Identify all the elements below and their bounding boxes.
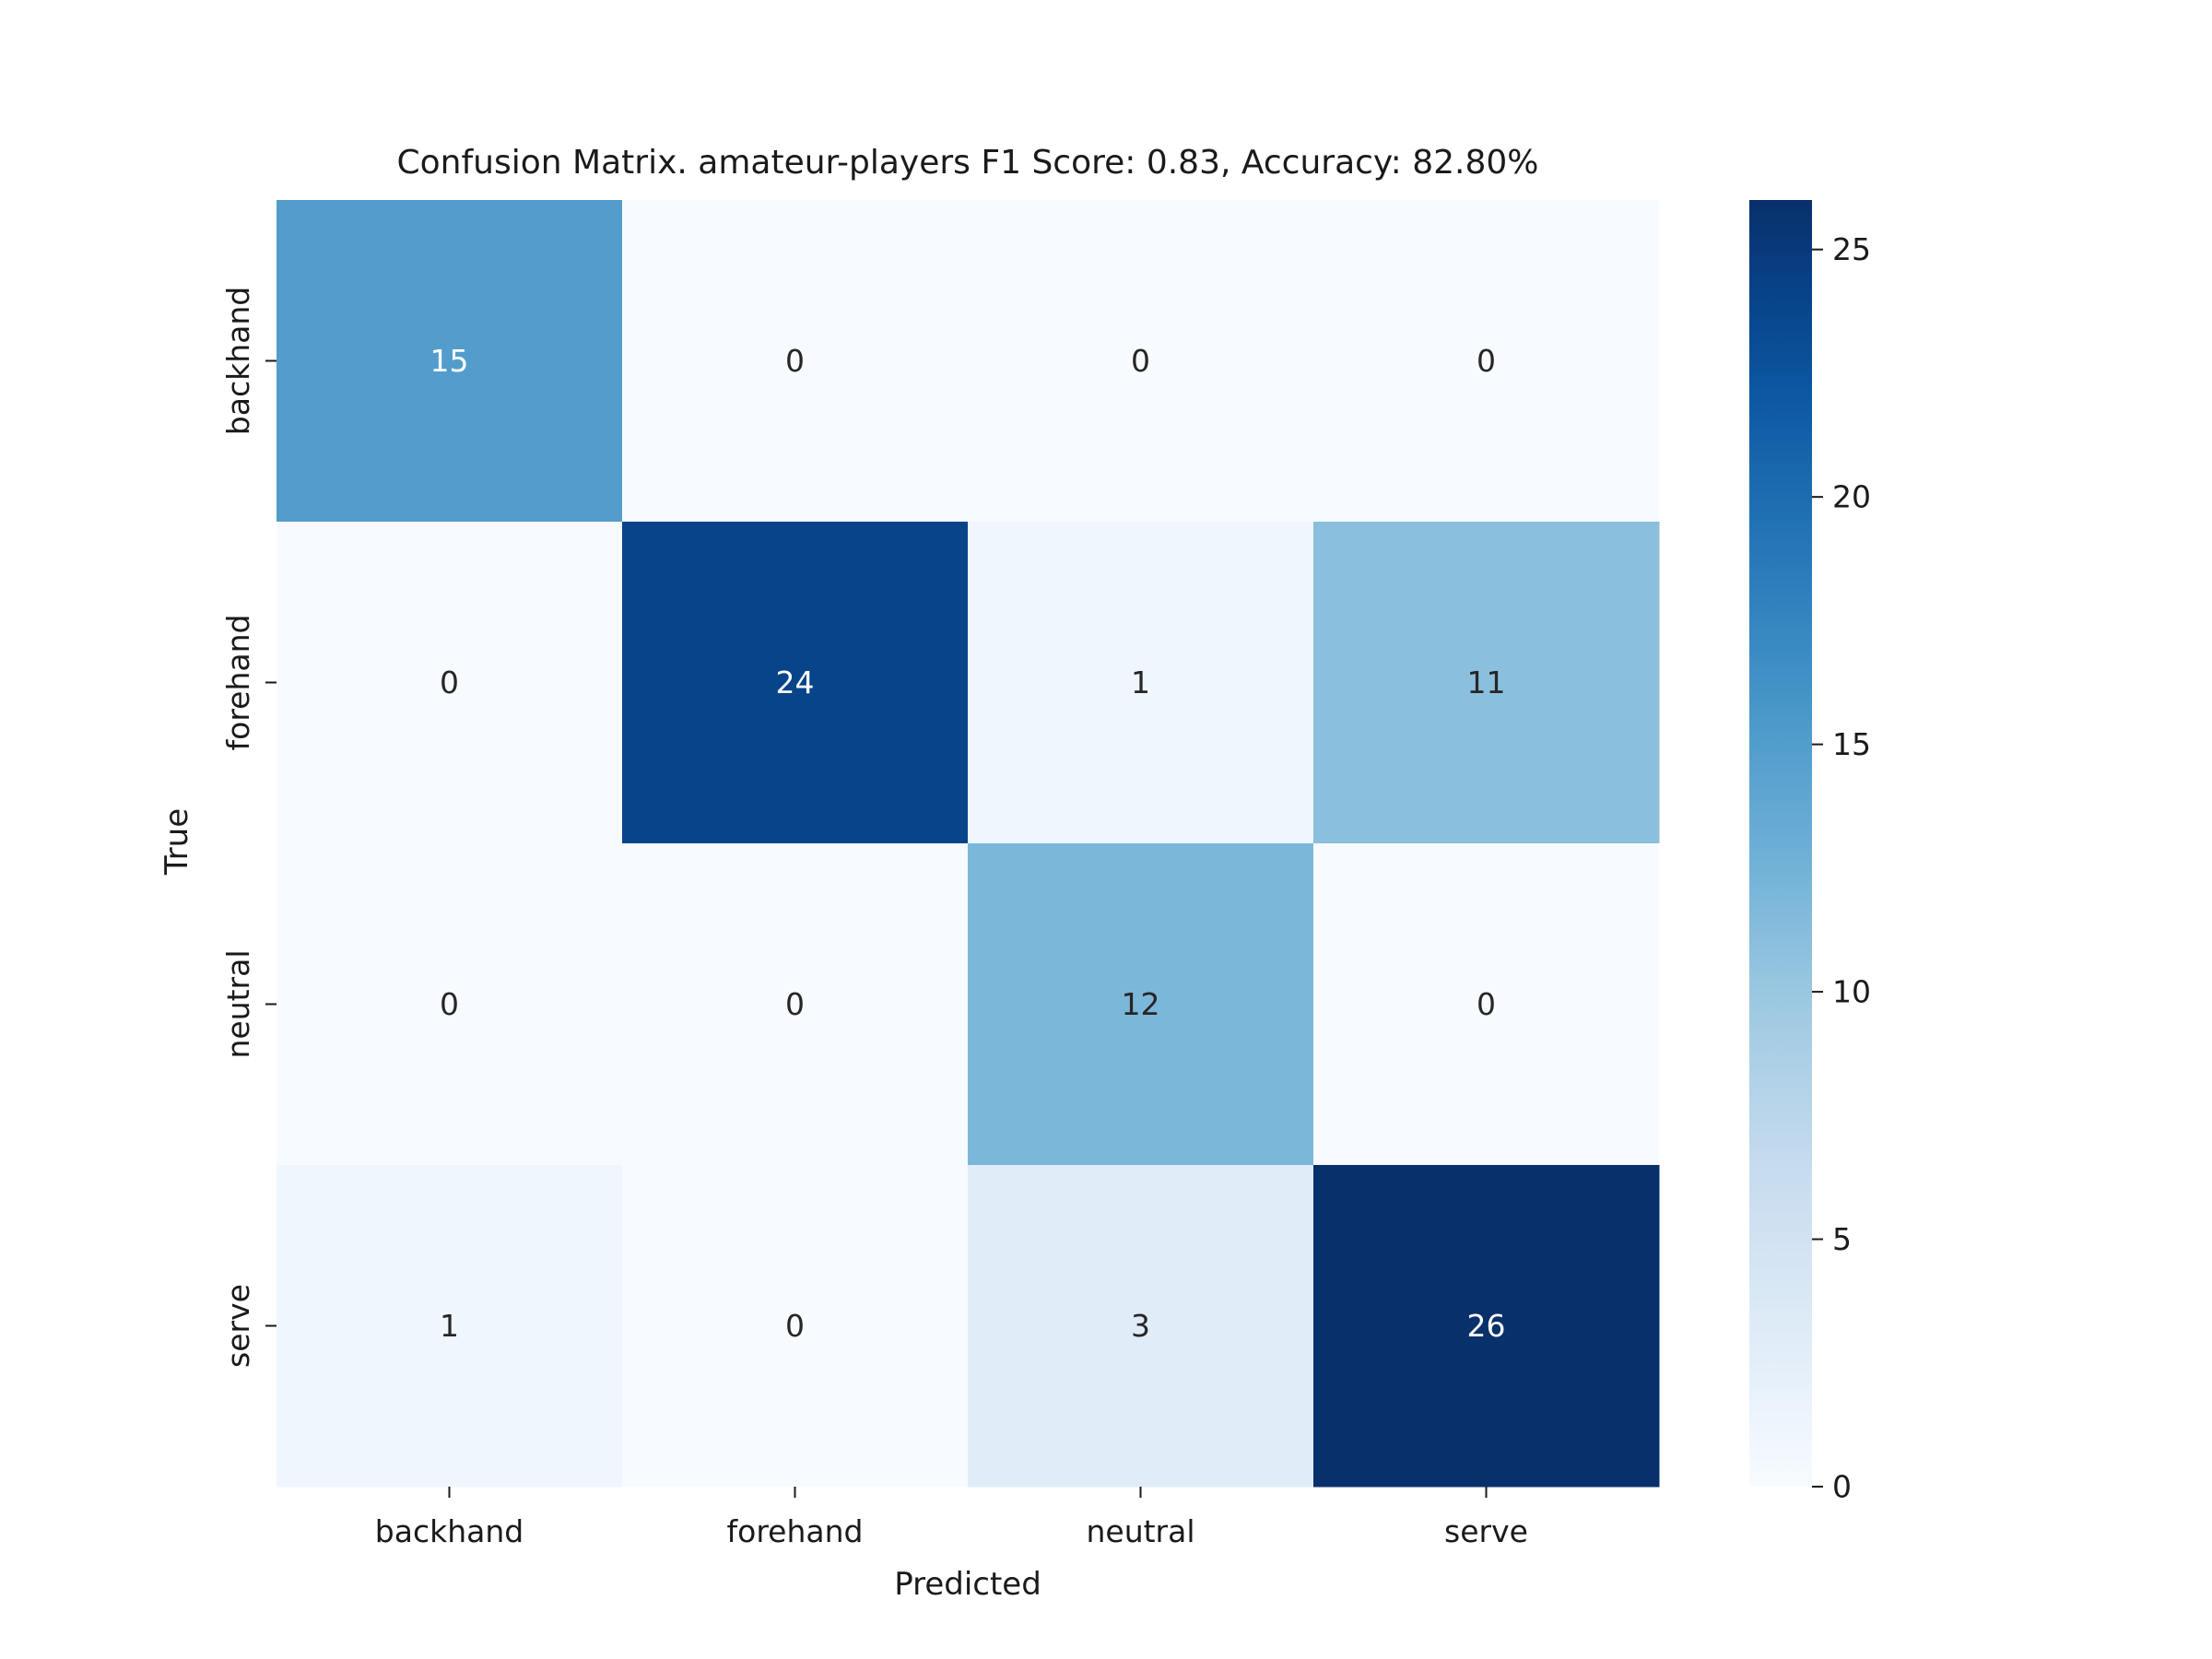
x-tick-label: forehand xyxy=(727,1513,864,1549)
heatmap-cell-serve-backhand xyxy=(276,1165,623,1488)
heatmap-cell-neutral-serve xyxy=(1313,843,1660,1166)
colorbar-tick-label: 25 xyxy=(1832,231,1871,267)
y-tick-label: backhand xyxy=(220,287,256,435)
cell-value-label: 0 xyxy=(440,665,459,700)
cell-value-label: 24 xyxy=(776,665,815,700)
heatmap-cell-forehand-serve xyxy=(1313,522,1660,844)
heatmap-cell-serve-neutral xyxy=(968,1165,1314,1488)
colorbar-tick-label: 15 xyxy=(1832,726,1871,762)
cell-value-label: 0 xyxy=(785,986,805,1022)
heatmap-cell-neutral-neutral xyxy=(968,843,1314,1166)
chart-title: Confusion Matrix. amateur-players F1 Sco… xyxy=(397,144,1539,182)
heatmap-cell-serve-forehand xyxy=(622,1165,969,1488)
cell-value-label: 0 xyxy=(1477,986,1496,1022)
y-axis: backhand forehand neutral serve xyxy=(220,287,276,1368)
x-axis: backhand forehand neutral serve xyxy=(375,1487,1528,1549)
cell-value-label: 26 xyxy=(1467,1308,1506,1344)
y-tick-label: serve xyxy=(220,1284,256,1368)
heatmap-cell-backhand-forehand xyxy=(622,200,969,523)
cell-value-label: 0 xyxy=(785,1308,805,1344)
cell-value-label: 1 xyxy=(1131,665,1150,700)
cell-value-label: 0 xyxy=(1477,343,1496,379)
cell-value-label: 0 xyxy=(785,343,805,379)
y-axis-label: True xyxy=(159,808,195,876)
heatmap-cell-labels: 15 0 0 00 24 1 110 0 12 01 0 3 26 xyxy=(430,343,1506,1344)
y-tick-label: forehand xyxy=(220,615,256,751)
cell-value-label: 1 xyxy=(440,1308,459,1344)
heatmap-cell-backhand-neutral xyxy=(968,200,1314,523)
heatmap-cells xyxy=(276,200,1660,1488)
heatmap-cell-forehand-neutral xyxy=(968,522,1314,844)
heatmap-cell-forehand-backhand xyxy=(276,522,623,844)
cell-value-label: 15 xyxy=(430,343,469,379)
heatmap-cell-backhand-serve xyxy=(1313,200,1660,523)
cell-value-label: 0 xyxy=(1131,343,1150,379)
x-tick-label: serve xyxy=(1444,1513,1528,1549)
heatmap-cell-neutral-forehand xyxy=(622,843,969,1166)
cell-value-label: 3 xyxy=(1131,1308,1150,1344)
x-axis-label: Predicted xyxy=(894,1566,1041,1603)
x-tick-label: neutral xyxy=(1086,1513,1194,1549)
cell-value-label: 0 xyxy=(440,986,459,1022)
colorbar-tick-label: 5 xyxy=(1832,1221,1852,1257)
heatmap-cell-neutral-backhand xyxy=(276,843,623,1166)
x-tick-label: backhand xyxy=(375,1513,524,1549)
colorbar-tick-label: 20 xyxy=(1832,479,1871,515)
heatmap-cell-forehand-forehand xyxy=(622,522,969,844)
colorbar-tick-label: 0 xyxy=(1832,1469,1852,1505)
y-tick-label: neutral xyxy=(220,949,256,1058)
colorbar: 0 5 10 15 20 25 xyxy=(1749,200,1871,1505)
cell-value-label: 12 xyxy=(1122,986,1160,1022)
cell-value-label: 11 xyxy=(1467,665,1506,700)
heatmap-cell-serve-serve xyxy=(1313,1165,1660,1488)
heatmap-cell-backhand-backhand xyxy=(276,200,623,523)
colorbar-tick-label: 10 xyxy=(1832,974,1871,1010)
colorbar-gradient xyxy=(1749,200,1812,1487)
